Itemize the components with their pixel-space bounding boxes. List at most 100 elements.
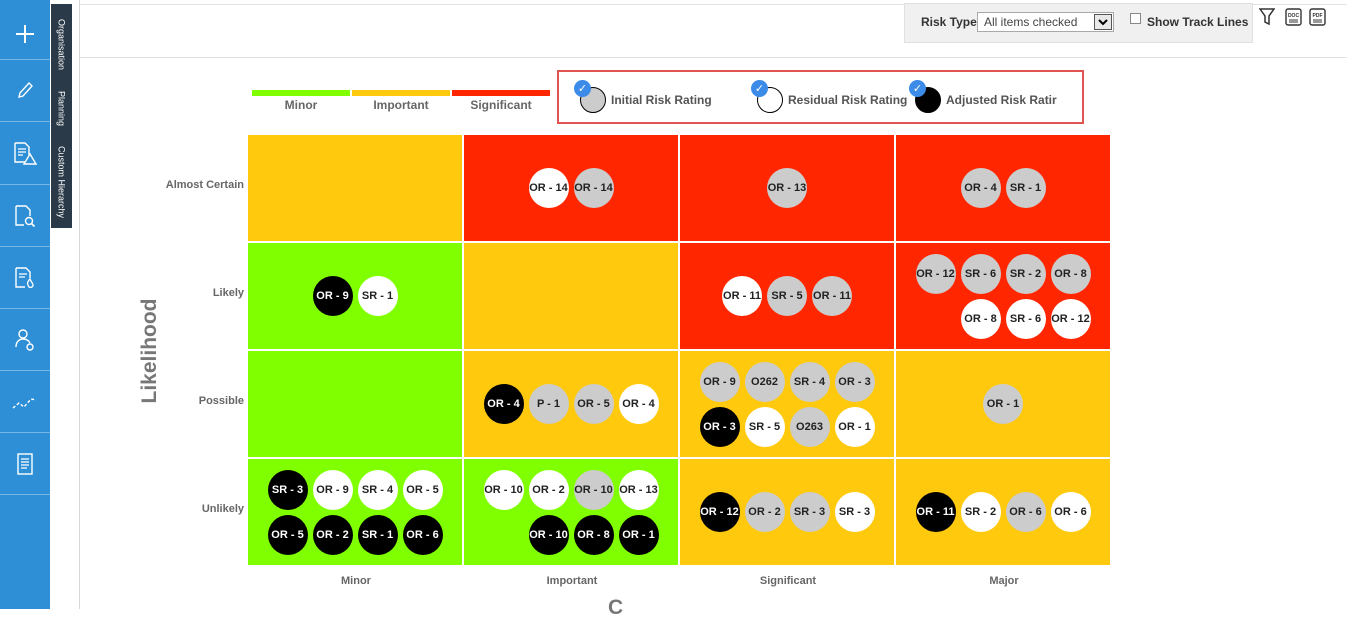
risk-bubble[interactable]: OR - 6 [1050,492,1091,532]
risk-type-label: Risk Type [921,15,977,29]
initial-rating-check-icon[interactable]: ✓ [574,80,591,97]
risk-bubble[interactable]: OR - 12 [699,492,740,532]
pdf-export-icon[interactable]: PDF [1309,8,1326,31]
risk-bubble[interactable]: OR - 6 [1005,492,1046,532]
trend-line-icon [11,393,39,411]
row-label-possible: Possible [198,395,244,407]
risk-bubble[interactable]: OR - 5 [402,469,443,510]
risk-bubble[interactable]: OR - 9 [312,469,353,510]
risk-bubble[interactable]: SR - 6 [960,253,1001,294]
hierarchy-tabs: Organisation Planning Custom Hierarchy [51,4,72,228]
risk-bubble[interactable]: SR - 1 [357,276,398,316]
risk-register-button[interactable] [0,122,50,185]
risk-bubble[interactable]: SR - 3 [267,469,308,510]
risk-bubble[interactable]: OR - 4 [960,168,1001,208]
important-label: Important [373,98,429,112]
risk-bubble[interactable]: OR - 12 [915,253,956,294]
heatmap-cell: OR - 1 [896,351,1110,457]
risk-bubble[interactable]: OR - 8 [960,298,1001,339]
risk-bubble[interactable]: OR - 8 [1050,253,1091,294]
reports-button[interactable] [0,433,50,495]
sidebar [0,0,50,609]
risk-bubble[interactable]: OR - 10 [483,469,524,510]
risk-bubble[interactable]: OR - 5 [267,514,308,555]
risk-bubble[interactable]: OR - 8 [573,514,614,555]
residual-rating-check-icon[interactable]: ✓ [751,80,768,97]
risk-bubble[interactable]: OR - 3 [699,406,740,447]
heatmap-cell: OR - 11 SR - 2 OR - 6 OR - 6 [896,459,1110,565]
tab-planning[interactable]: Planning [56,91,67,127]
risk-bubble[interactable]: OR - 13 [618,469,659,510]
heatmap-cell: OR - 12 OR - 2 SR - 3 SR - 3 [680,459,894,565]
adjusted-rating-check-icon[interactable]: ✓ [909,80,926,97]
doc-export-icon[interactable]: DOC [1285,8,1302,31]
tab-organisation[interactable]: Organisation [56,19,67,71]
heatmap-cell: OR - 4 SR - 1 [896,135,1110,241]
minor-bar [252,90,350,96]
risk-bubble[interactable]: OR - 11 [722,276,762,316]
risk-bubble[interactable]: OR - 14 [573,168,614,208]
risk-bubble[interactable]: SR - 3 [834,492,875,532]
risk-bubble[interactable]: SR - 2 [960,492,1001,532]
risk-bubble[interactable]: OR - 11 [812,276,852,316]
risk-bubble[interactable]: OR - 2 [312,514,353,555]
col-label-major: Major [989,575,1019,587]
risk-bubble[interactable]: SR - 4 [789,361,830,402]
risk-bubble[interactable]: OR - 10 [528,514,569,555]
risk-bubble[interactable]: OR - 9 [699,361,740,402]
risk-bubble[interactable]: OR - 2 [744,492,785,532]
pencil-icon [15,80,35,102]
risk-bubble[interactable]: SR - 4 [357,469,398,510]
tab-custom-hierarchy[interactable]: Custom Hierarchy [56,145,67,219]
risk-bubble[interactable]: OR - 10 [573,469,614,510]
risk-bubble[interactable]: OR - 14 [528,168,569,208]
risk-bubble[interactable]: SR - 5 [767,276,807,316]
incidents-button[interactable] [0,247,50,309]
risk-bubble[interactable]: SR - 1 [1005,168,1046,208]
top-divider [80,4,1347,5]
heatmap-cell [464,243,678,349]
heatmap-cell: OR - 10 OR - 2 OR - 10 OR - 13 OR - 10 OR - 8… [464,459,678,565]
heatmap-cell: OR - 12 SR - 6 SR - 2 OR - 8 OR - 8 SR - 6 OR … [896,243,1110,349]
x-axis-title: C [608,596,624,619]
initial-rating-swatch [580,87,606,113]
risk-bubble[interactable]: P - 1 [528,384,569,424]
heatmap-cell [248,351,462,457]
filter-icon[interactable] [1258,8,1276,31]
col-label-significant: Significant [759,575,817,587]
risk-bubble[interactable]: OR - 1 [983,384,1023,424]
risk-bubble[interactable]: OR - 1 [834,406,875,447]
important-bar [352,90,450,96]
review-button[interactable] [0,185,50,247]
risk-bubble[interactable]: SR - 2 [1005,253,1046,294]
users-button[interactable] [0,309,50,371]
add-button[interactable] [0,8,50,60]
risk-bubble[interactable]: OR - 11 [915,492,956,532]
col-label-important: Important [546,575,598,587]
show-track-lines-checkbox[interactable] [1130,13,1141,24]
risk-bubble[interactable]: SR - 3 [789,492,830,532]
risk-bubble[interactable]: OR - 6 [402,514,443,555]
row-label-unlikely: Unlikely [201,503,244,515]
risk-bubble[interactable]: OR - 9 [312,276,353,316]
risk-bubble[interactable]: SR - 6 [1005,298,1046,339]
risk-bubble[interactable]: OR - 4 [618,384,659,424]
risk-bubble[interactable]: OR - 2 [528,469,569,510]
minor-label: Minor [284,98,318,112]
heatmap-cell [248,135,462,241]
risk-bubble[interactable]: OR - 3 [834,361,875,402]
risk-bubble[interactable]: OR - 1 [618,514,659,555]
risk-bubble[interactable]: OR - 5 [573,384,614,424]
heatmap-cell: OR - 9 SR - 1 [248,243,462,349]
risk-bubble[interactable]: OR - 13 [767,168,807,208]
risk-bubble[interactable]: O263 [789,406,830,447]
risk-bubble[interactable]: OR - 12 [1050,298,1091,339]
risk-bubble[interactable]: SR - 5 [744,406,785,447]
risk-bubble[interactable]: SR - 1 [357,514,398,555]
risk-type-select[interactable]: All items checked [977,12,1114,32]
edit-button[interactable] [0,60,50,122]
trends-button[interactable] [0,371,50,433]
risk-bubble[interactable]: OR - 4 [483,384,524,424]
risk-bubble[interactable]: O262 [744,361,785,402]
